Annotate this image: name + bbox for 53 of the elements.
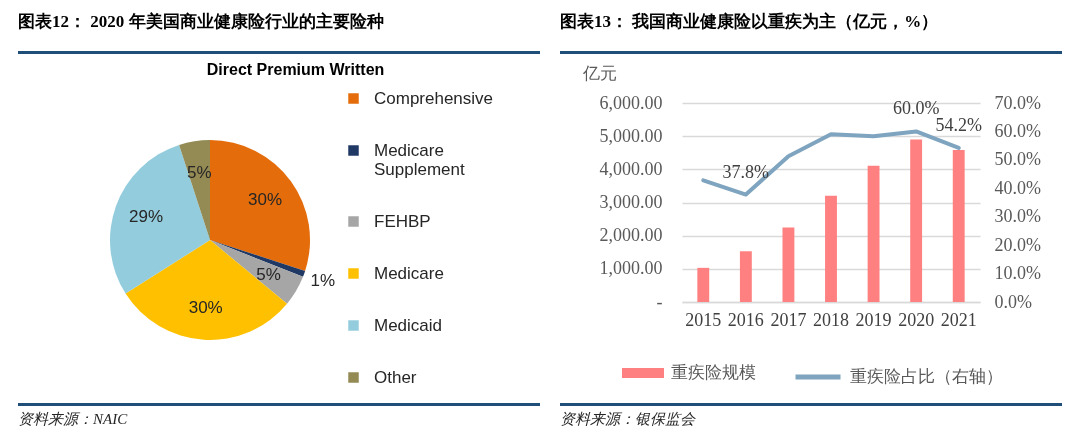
bar [867, 165, 880, 302]
legend-label: 重疾险规模 [671, 363, 756, 382]
y-tick-label: 3,000.00 [599, 192, 663, 212]
chart-title: 图表13： 我国商业健康险以重疾为主（亿元，%） [560, 11, 939, 33]
y2-tick-label: 0.0% [994, 291, 1032, 312]
legend-label: Medicare Supplement [374, 140, 465, 179]
y-tick-label: 2,000.00 [599, 225, 663, 246]
legend-label: Comprehensive [374, 88, 494, 108]
text: 资料来源：NAIC [18, 403, 540, 430]
y2-tick-label: 60.0% [994, 120, 1041, 141]
legend-label: FEHBP [374, 211, 431, 231]
y-tick-label: - [656, 291, 663, 312]
bar [739, 251, 752, 302]
data-label: 1% [310, 270, 336, 290]
pie-slice [125, 240, 288, 340]
data-label: 30% [188, 297, 223, 317]
pie-slice [179, 140, 210, 240]
bar [825, 195, 837, 302]
y-tick-label: 5,000.00 [599, 125, 663, 146]
legend-label: Medicare [374, 263, 444, 283]
bar [782, 227, 795, 302]
bar [697, 267, 710, 302]
chart-title: 图表12： 2020 年美国商业健康险行业的主要险种 [18, 11, 384, 33]
y2-tick-label: 40.0% [994, 177, 1041, 198]
x-tick-label: 2019 [855, 309, 892, 330]
x-tick-label: 2015 [685, 309, 722, 330]
legend-label: Medicaid [374, 315, 443, 335]
legend-label: 重疾险占比（右轴） [850, 367, 1003, 386]
x-tick-label: 2021 [940, 309, 977, 330]
y2-tick-label: 10.0% [994, 263, 1041, 284]
pie-slice [110, 144, 210, 294]
x-tick-label: 2018 [813, 309, 849, 330]
text: 资料来源：银保监会 [560, 403, 1062, 430]
data-label: 29% [129, 206, 164, 226]
y2-tick-label: 30.0% [994, 206, 1041, 227]
y2-tick-label: 50.0% [994, 149, 1041, 170]
chart-subtitle: Direct Premium Written [206, 61, 385, 78]
data-label: 5% [256, 264, 281, 284]
bar [910, 139, 923, 302]
y2-tick-label: 20.0% [994, 234, 1041, 255]
line-series [701, 129, 961, 197]
y2-tick-label: 70.0% [994, 92, 1041, 113]
data-label: 37.8% [722, 161, 770, 182]
x-tick-label: 2016 [727, 309, 764, 330]
legend-label: Other [374, 367, 417, 387]
y-axis-title: 亿元 [581, 63, 617, 83]
y-tick-label: 6,000.00 [599, 92, 663, 113]
data-label: 30% [248, 190, 283, 210]
y-tick-label: 1,000.00 [599, 258, 663, 279]
x-tick-label: 2020 [898, 309, 935, 330]
bar [952, 150, 965, 302]
y-tick-label: 4,000.00 [599, 158, 663, 179]
x-tick-label: 2017 [770, 309, 807, 330]
